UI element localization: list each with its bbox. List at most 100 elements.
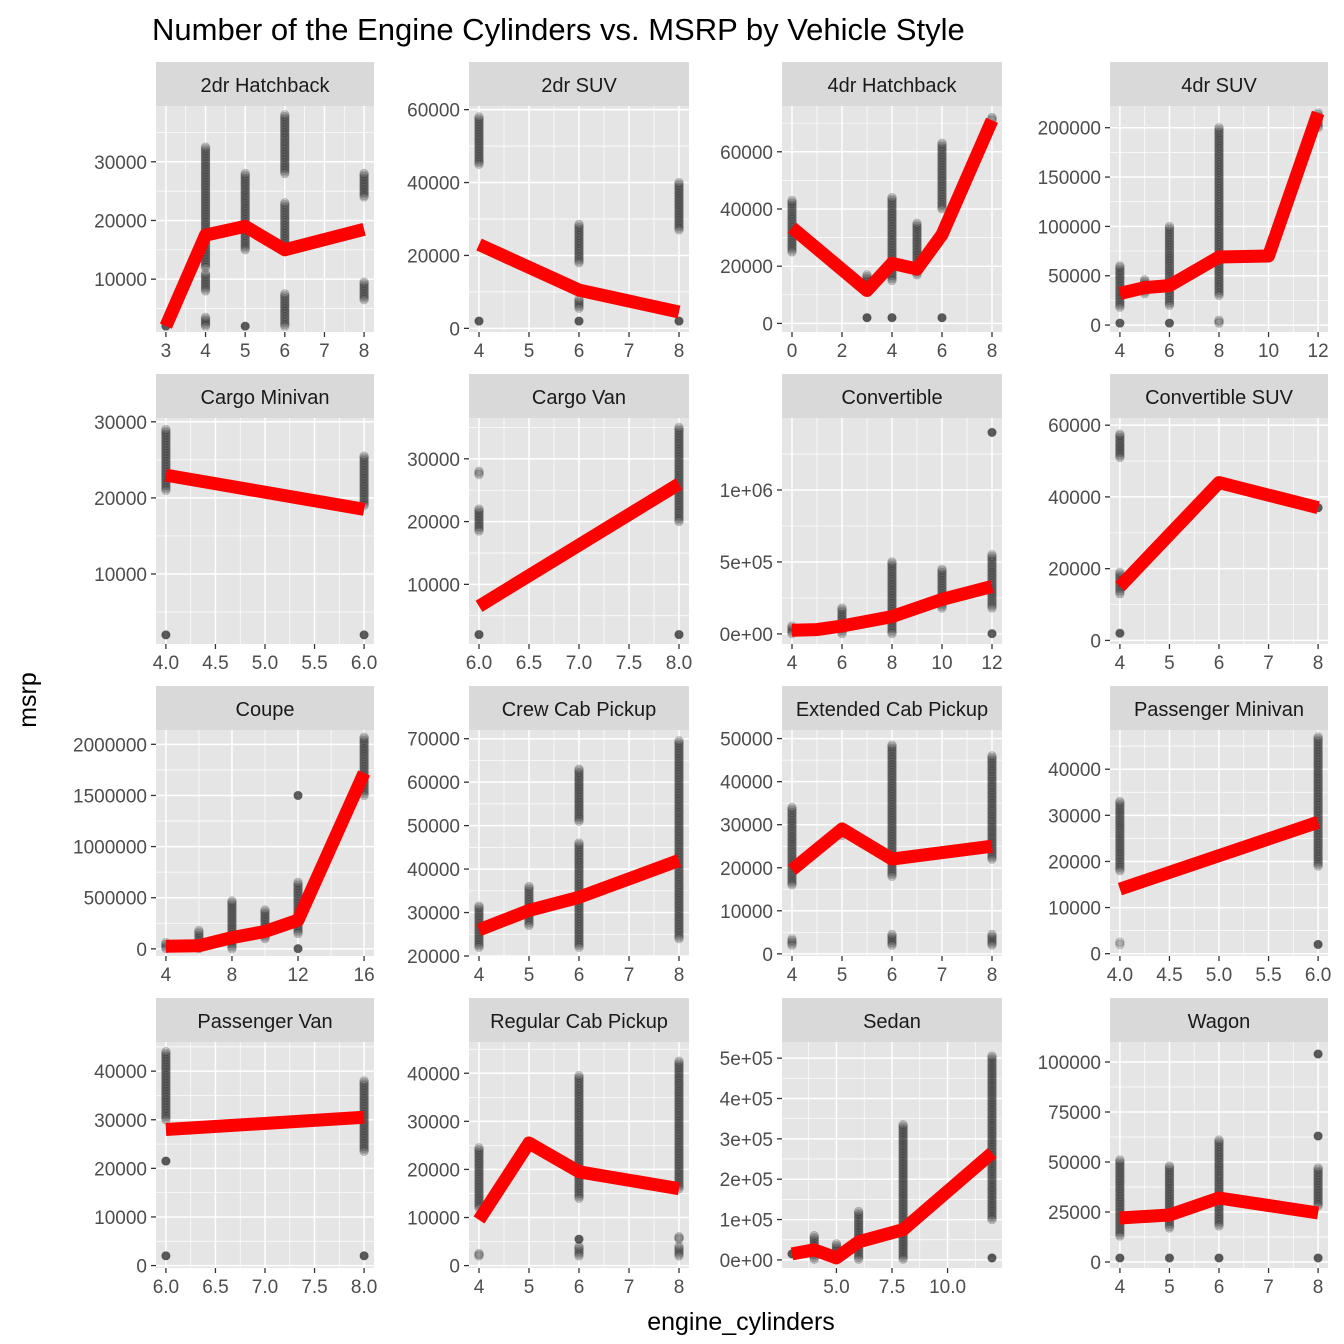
data-point — [674, 760, 684, 770]
data-point — [887, 625, 897, 636]
data-point — [474, 1181, 484, 1191]
data-point — [674, 445, 684, 455]
data-point — [574, 1075, 584, 1086]
data-point — [674, 887, 684, 898]
data-point — [987, 1133, 997, 1143]
data-point — [674, 886, 684, 896]
data-point — [474, 630, 484, 639]
data-point — [898, 1206, 908, 1216]
data-point — [887, 764, 897, 774]
data-point — [1313, 756, 1323, 766]
data-point — [1115, 864, 1125, 874]
data-point — [674, 316, 684, 326]
data-point — [359, 759, 369, 770]
data-point — [898, 1208, 908, 1218]
data-point — [574, 237, 584, 247]
data-point — [674, 1101, 684, 1111]
data-point — [987, 600, 997, 610]
data-point — [898, 1201, 908, 1212]
data-point — [1115, 443, 1125, 453]
data-point — [674, 752, 684, 762]
data-point — [987, 1067, 997, 1077]
data-point — [1313, 1163, 1323, 1173]
data-point — [987, 1197, 997, 1207]
data-point — [240, 245, 250, 255]
data-point — [161, 1066, 171, 1076]
data-point — [912, 226, 922, 237]
data-point — [240, 321, 250, 331]
data-point — [161, 447, 171, 457]
data-point — [474, 912, 484, 922]
data-point — [1214, 279, 1224, 289]
data-point — [674, 1085, 684, 1095]
x-tick-label: 3 — [161, 341, 172, 362]
data-point — [887, 204, 897, 214]
y-tick-label: 0 — [136, 940, 147, 961]
data-point — [887, 560, 897, 570]
data-point — [280, 300, 290, 310]
data-point — [853, 1209, 864, 1220]
data-point — [474, 146, 484, 157]
data-point — [987, 1070, 997, 1081]
data-point — [574, 913, 584, 924]
data-point — [987, 1083, 997, 1093]
data-point — [280, 132, 290, 142]
data-point — [912, 218, 922, 228]
data-point — [161, 1061, 171, 1071]
data-point — [787, 213, 797, 223]
data-point — [1214, 156, 1224, 166]
data-point — [280, 118, 290, 128]
data-point — [887, 831, 897, 842]
y-tick-label: 60000 — [407, 101, 460, 122]
data-point — [1164, 1164, 1175, 1174]
data-point — [987, 790, 997, 801]
data-point — [887, 243, 897, 254]
data-point — [887, 820, 897, 830]
data-point — [674, 218, 684, 229]
data-point — [1164, 239, 1175, 249]
data-point — [987, 854, 997, 864]
data-point — [200, 201, 211, 212]
data-point — [161, 1083, 171, 1093]
data-point — [1164, 1223, 1175, 1233]
data-point — [987, 1091, 997, 1101]
data-point — [898, 1236, 908, 1247]
data-point — [674, 1131, 684, 1141]
data-point — [474, 128, 484, 138]
data-point — [674, 1072, 684, 1082]
strip-label: 2dr Hatchback — [201, 75, 331, 97]
strip-label: Convertible SUV — [1145, 387, 1294, 409]
data-point — [674, 871, 684, 882]
series-line-mean-msrp — [165, 770, 371, 953]
x-axis-title: engine_cylinders — [647, 1308, 835, 1336]
data-point — [200, 179, 211, 189]
data-point — [987, 561, 997, 571]
data-point — [161, 1105, 171, 1115]
data-point — [200, 143, 211, 154]
data-point — [887, 785, 897, 795]
data-point — [674, 443, 684, 453]
data-point — [1214, 129, 1224, 139]
data-point — [674, 740, 684, 751]
data-point — [937, 312, 947, 323]
data-point — [1115, 811, 1125, 821]
data-point — [674, 768, 684, 778]
data-point — [200, 168, 211, 178]
data-point — [574, 1182, 584, 1192]
series-line-mean-msrp — [473, 1136, 681, 1224]
data-point — [898, 1248, 908, 1258]
data-point — [574, 1193, 584, 1203]
data-point — [474, 1171, 484, 1181]
data-point — [1214, 124, 1224, 135]
points-layer — [474, 112, 684, 326]
data-point — [1313, 772, 1323, 782]
data-point — [200, 200, 211, 210]
data-point — [161, 1069, 171, 1079]
data-point — [359, 1132, 369, 1142]
data-point — [474, 630, 484, 639]
data-point — [359, 1137, 369, 1147]
data-point — [474, 1169, 484, 1180]
data-point — [574, 921, 584, 932]
data-point — [1115, 939, 1125, 950]
